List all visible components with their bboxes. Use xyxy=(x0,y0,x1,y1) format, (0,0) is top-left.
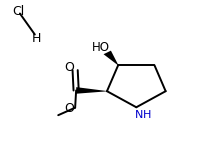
Text: O: O xyxy=(65,61,74,74)
Text: Cl: Cl xyxy=(12,5,24,18)
Text: HO: HO xyxy=(92,41,110,54)
Polygon shape xyxy=(76,87,107,94)
Text: N: N xyxy=(135,111,143,120)
Text: H: H xyxy=(143,111,151,120)
Text: H: H xyxy=(32,33,42,45)
Text: O: O xyxy=(64,102,74,115)
Polygon shape xyxy=(103,51,118,65)
